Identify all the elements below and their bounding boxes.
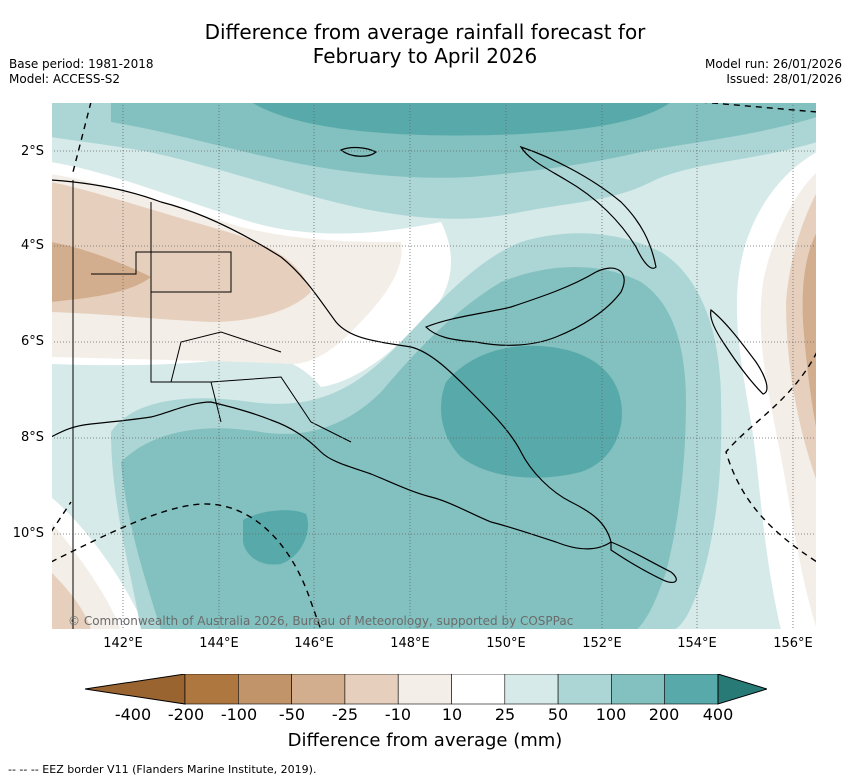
- coast-louisiade: [610, 541, 677, 584]
- colorbar-label-p100: 100: [595, 705, 627, 724]
- lon-label-144e: 144°E: [199, 636, 239, 651]
- coast-new-guinea: [51, 179, 612, 550]
- lon-label-148e: 148°E: [390, 636, 430, 651]
- colorbar-label-m50: -50: [278, 705, 306, 724]
- border-province-2: [150, 292, 222, 423]
- eez-north-west: [72, 102, 92, 173]
- colorbar-label-p25: 25: [494, 705, 516, 724]
- issued-date: Issued: 28/01/2026: [726, 72, 842, 86]
- lat-label-10s: 10°S: [12, 526, 44, 541]
- coast-new-ireland: [519, 145, 657, 269]
- lon-label-154e: 154°E: [677, 636, 717, 651]
- border-province-5: [170, 331, 282, 383]
- map-title-line2: February to April 2026: [312, 44, 538, 68]
- province-borders: [72, 180, 352, 630]
- eez-south: [51, 503, 322, 630]
- colorbar-label-m200: -200: [167, 705, 205, 724]
- region-p100-200-north: [251, 102, 671, 136]
- colorbar-label-p10: 10: [441, 705, 463, 724]
- region-m100-50-east: [802, 232, 817, 432]
- rainfall-map: [51, 102, 817, 630]
- meta-right: Model run: 26/01/2026 Issued: 28/01/2026: [705, 57, 842, 87]
- colorbar-seg-p10-25: [504, 674, 559, 705]
- region-p50-100-north: [111, 102, 817, 178]
- region-p100-200-central: [441, 345, 622, 478]
- lon-label-156e: 156°E: [773, 636, 813, 651]
- map-title: Difference from average rainfall forecas…: [0, 20, 850, 68]
- coast-new-britain: [424, 267, 625, 346]
- region-m100-50-west: [51, 242, 151, 302]
- eez-east: [725, 351, 817, 563]
- region-m50-25-southwest: [51, 572, 91, 630]
- lat-label-4s: 4°S: [20, 238, 44, 253]
- lon-label-142e: 142°E: [103, 636, 143, 651]
- map-title-line1: Difference from average rainfall forecas…: [204, 20, 646, 44]
- colorbar-arrow-high: [717, 674, 767, 705]
- gridlines: [51, 102, 817, 630]
- coastlines: [51, 145, 768, 584]
- colorbar-seg-p25-50: [557, 674, 612, 705]
- model-run: Model run: 26/01/2026: [704, 57, 842, 71]
- colorbar-title: Difference from average (mm): [287, 730, 563, 751]
- colorbar-label-m100: -100: [220, 705, 258, 724]
- colorbar-seg-m100-50: [291, 674, 346, 705]
- colorbar-label-p50: 50: [547, 705, 569, 724]
- lat-label-8s: 8°S: [20, 430, 44, 445]
- lat-label-2s: 2°S: [20, 144, 44, 159]
- copyright-notice: © Commonwealth of Australia 2026, Bureau…: [68, 614, 574, 628]
- colorbar-seg-m50-25: [344, 674, 399, 705]
- colorbar-label-p400: 400: [702, 705, 734, 724]
- colorbar: [85, 674, 767, 705]
- lon-label-152e: 152°E: [582, 636, 622, 651]
- colorbar-seg-m10-10: [451, 674, 506, 705]
- colorbar-label-m10: -10: [384, 705, 412, 724]
- eez-north-east: [700, 102, 817, 113]
- colorbar-arrow-low: [85, 674, 186, 705]
- colorbar-label-m400: -400: [114, 705, 152, 724]
- colorbar-label-m25: -25: [331, 705, 359, 724]
- colorbar-seg-p50-100: [611, 674, 666, 705]
- colorbar-seg-m200-100: [238, 674, 292, 705]
- eez-footnote: -- -- -- EEZ border V11 (Flanders Marine…: [8, 763, 317, 776]
- lon-label-150e: 150°E: [486, 636, 526, 651]
- colorbar-seg-p100-200: [664, 674, 719, 705]
- base-period: Base period: 1981-2018: [9, 57, 154, 71]
- colorbar-label-p200: 200: [648, 705, 680, 724]
- map-frame: [51, 102, 817, 630]
- coast-manus: [339, 146, 378, 157]
- colorbar-seg-m25-10: [397, 674, 452, 705]
- meta-left: Base period: 1981-2018 Model: ACCESS-S2: [9, 57, 154, 87]
- border-province-4: [91, 251, 151, 275]
- lat-label-6s: 6°S: [20, 334, 44, 349]
- border-province-3: [210, 376, 352, 443]
- model-name: Model: ACCESS-S2: [9, 72, 121, 86]
- region-white-southwest: [51, 497, 146, 630]
- border-province-1: [150, 202, 232, 293]
- eez-borders: [51, 102, 817, 630]
- colorbar-seg-m400-200: [184, 674, 239, 705]
- lon-label-146e: 146°E: [294, 636, 334, 651]
